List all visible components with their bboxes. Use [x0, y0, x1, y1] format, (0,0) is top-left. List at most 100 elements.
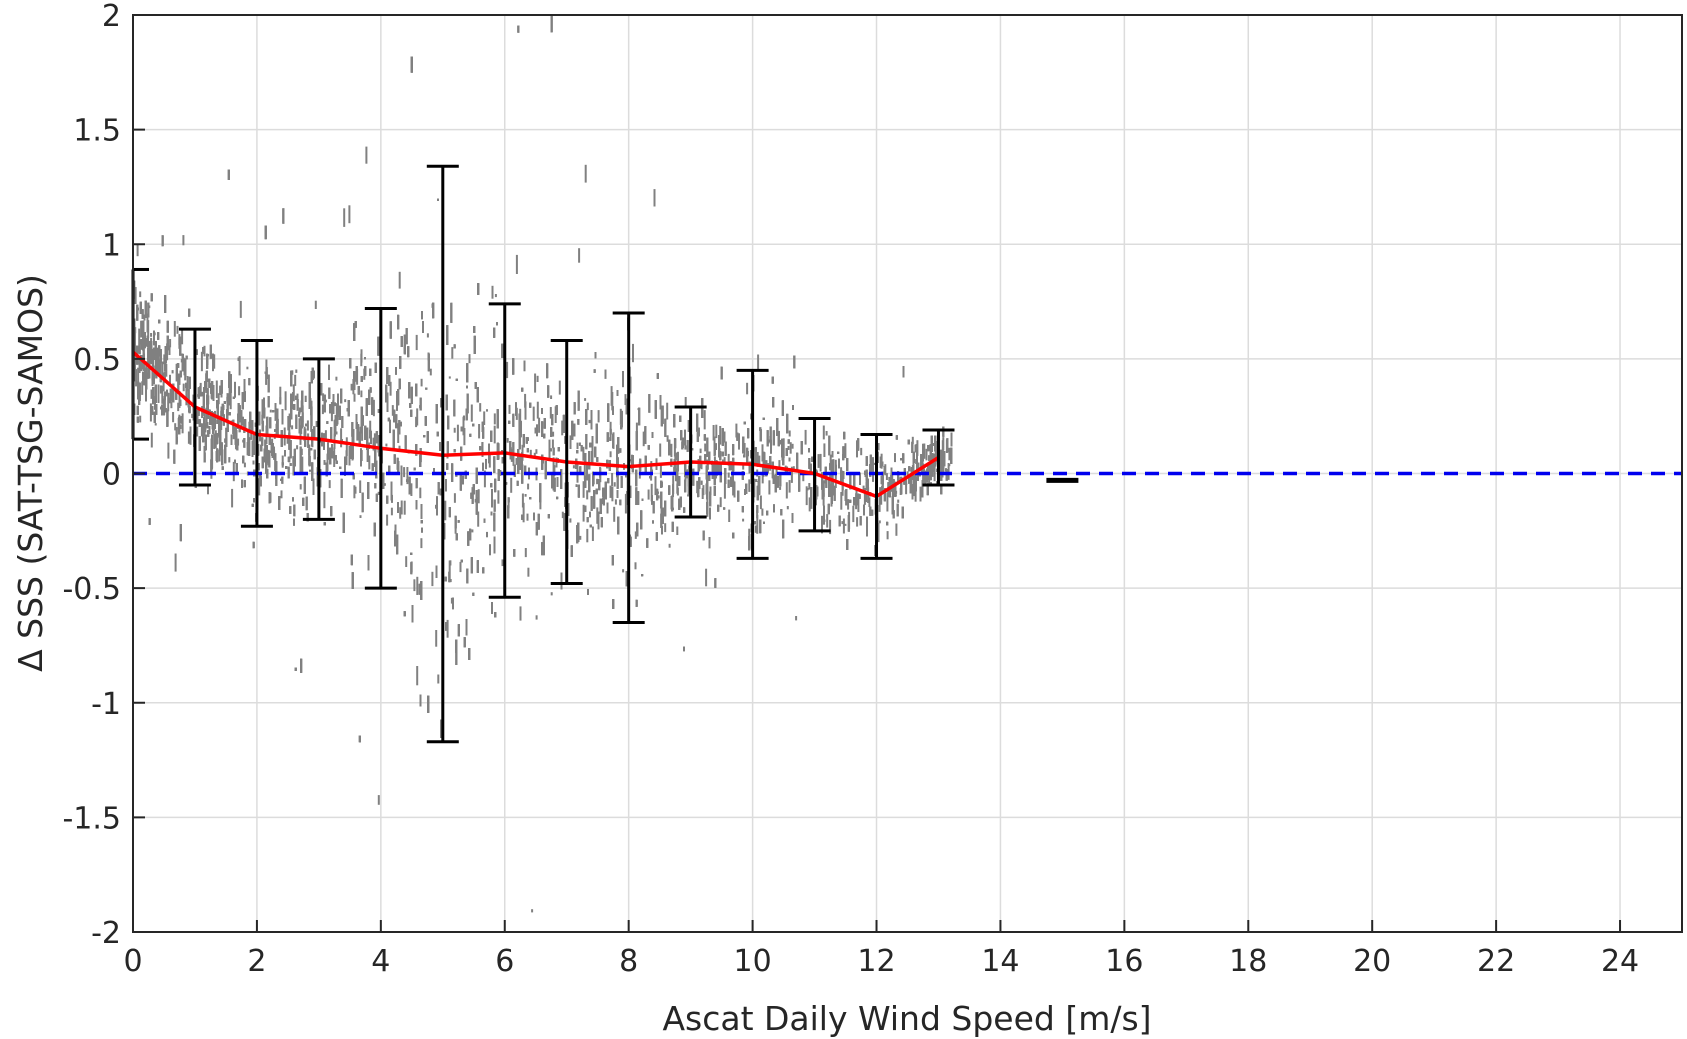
scatter-point	[597, 410, 600, 423]
scatter-point	[296, 445, 299, 450]
scatter-point	[135, 369, 138, 387]
scatter-point	[886, 492, 889, 512]
scatter-point	[333, 447, 336, 467]
scatter-point	[928, 471, 931, 487]
scatter-point	[622, 371, 624, 388]
scatter-point	[524, 548, 527, 558]
scatter-point	[894, 453, 896, 463]
scatter-point	[527, 567, 530, 577]
scatter-point	[159, 385, 162, 394]
scatter-point	[508, 404, 511, 414]
scatter-point	[756, 452, 759, 467]
scatter-point	[856, 517, 859, 527]
scatter-point	[948, 447, 951, 461]
scatter-point	[653, 189, 656, 207]
scatter-point	[265, 359, 268, 373]
scatter-point	[619, 408, 622, 425]
scatter-point	[477, 489, 480, 504]
scatter-point	[519, 606, 522, 621]
scatter-point	[584, 164, 587, 183]
scatter-point	[182, 383, 185, 392]
scatter-point	[533, 452, 536, 459]
scatter-point	[314, 300, 317, 309]
scatter-point	[491, 285, 494, 299]
scatter-point	[510, 477, 513, 493]
scatter-point	[261, 399, 264, 417]
scatter-point	[506, 361, 509, 379]
scatter-point	[666, 435, 669, 442]
scatter-point	[558, 380, 561, 395]
scatter-point	[287, 416, 290, 431]
scatter-point	[406, 467, 409, 485]
scatter-point	[829, 519, 832, 535]
scatter-point	[727, 472, 730, 478]
scatter-point	[532, 406, 535, 421]
scatter-point	[360, 390, 363, 398]
scatter-point	[753, 478, 756, 498]
scatter-point	[242, 439, 245, 443]
scatter-point	[161, 385, 164, 404]
scatter-point	[727, 453, 730, 466]
scatter-point	[611, 486, 614, 502]
scatter-point	[561, 420, 564, 436]
scatter-point	[880, 489, 883, 505]
scatter-point	[788, 480, 791, 493]
scatter-point	[280, 490, 283, 499]
scatter-point	[237, 438, 240, 446]
scatter-point	[582, 481, 585, 498]
scatter-point	[140, 356, 143, 372]
scatter-point	[470, 404, 473, 422]
scatter-point	[450, 597, 453, 604]
scatter-point	[878, 520, 881, 524]
scatter-point	[856, 440, 858, 458]
scatter-point	[536, 375, 539, 382]
scatter-point	[761, 444, 764, 462]
scatter-point	[166, 343, 169, 361]
scatter-point	[334, 402, 336, 407]
scatter-point	[642, 431, 645, 447]
scatter-point	[808, 483, 811, 490]
scatter-point	[922, 443, 924, 462]
scatter-point	[344, 399, 347, 403]
scatter-point	[841, 521, 844, 525]
scatter-point	[609, 451, 612, 458]
scatter-point	[150, 333, 153, 337]
scatter-point	[906, 471, 909, 477]
scatter-point	[154, 401, 156, 410]
scatter-point	[345, 450, 348, 466]
scatter-point	[579, 535, 582, 540]
scatter-point	[398, 271, 401, 289]
scatter-point	[327, 442, 329, 460]
scatter-point	[923, 443, 926, 459]
scatter-point	[399, 507, 402, 519]
scatter-point	[212, 353, 214, 372]
scatter-point	[322, 393, 325, 402]
scatter-point	[497, 490, 500, 504]
scatter-point	[611, 392, 614, 411]
scatter-point	[391, 405, 394, 416]
scatter-point	[429, 368, 432, 376]
scatter-point	[632, 343, 634, 363]
scatter-point	[842, 518, 845, 534]
scatter-point	[659, 465, 662, 478]
scatter-point	[228, 457, 231, 463]
scatter-point	[576, 442, 579, 450]
scatter-point	[258, 478, 261, 496]
scatter-point	[300, 448, 303, 456]
scatter-point	[830, 475, 833, 489]
scatter-point	[700, 461, 703, 470]
scatter-point	[176, 325, 179, 334]
scatter-point	[704, 443, 707, 452]
scatter-point	[483, 411, 486, 425]
scatter-point	[385, 443, 388, 447]
scatter-point	[746, 382, 749, 395]
scatter-point	[295, 369, 298, 373]
scatter-point	[844, 443, 847, 459]
scatter-point	[808, 497, 811, 512]
scatter-point	[280, 478, 282, 481]
scatter-point	[281, 455, 284, 468]
scatter-point	[353, 485, 356, 499]
scatter-point	[529, 449, 532, 457]
scatter-point	[196, 426, 199, 437]
scatter-point	[622, 569, 625, 573]
